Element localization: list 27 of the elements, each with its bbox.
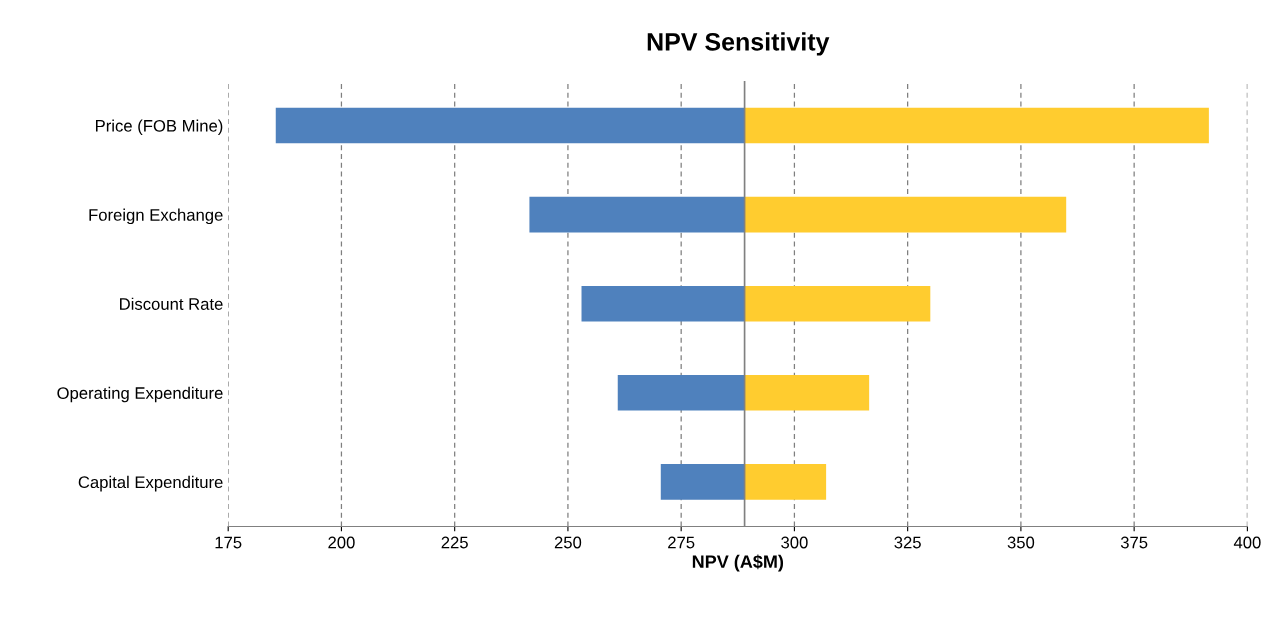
x-tick-label: 300 [781, 536, 808, 549]
bar [744, 285, 931, 322]
bar [744, 196, 1067, 233]
x-tick-label: 250 [554, 536, 582, 549]
y-tick-label: Operating Expenditure [57, 386, 223, 403]
x-tick-label: 375 [1120, 536, 1148, 549]
x-tick-label: 275 [668, 536, 695, 549]
x-tick-label: 350 [1007, 536, 1035, 549]
bar [617, 374, 745, 411]
y-tick-label: Price (FOB Mine) [95, 119, 223, 136]
bar [660, 464, 745, 500]
x-tick-label: 175 [215, 536, 242, 549]
x-tick-label: 225 [441, 536, 468, 549]
bar [529, 196, 745, 233]
bar [744, 107, 1209, 144]
x-axis-title: NPV (A$M) [692, 554, 784, 572]
bar [581, 285, 745, 322]
x-tick-label: 400 [1233, 536, 1261, 549]
y-tick-label: Discount Rate [120, 297, 223, 310]
bar [744, 464, 827, 500]
bar [744, 374, 870, 411]
y-tick-label: Capital Expenditure [78, 475, 223, 492]
x-tick-label: 200 [328, 536, 355, 549]
y-tick-label: Foreign Exchange [89, 208, 223, 225]
x-tick-label: 325 [894, 536, 921, 549]
bar [275, 107, 745, 144]
chart-title: NPV Sensitivity [647, 32, 830, 56]
